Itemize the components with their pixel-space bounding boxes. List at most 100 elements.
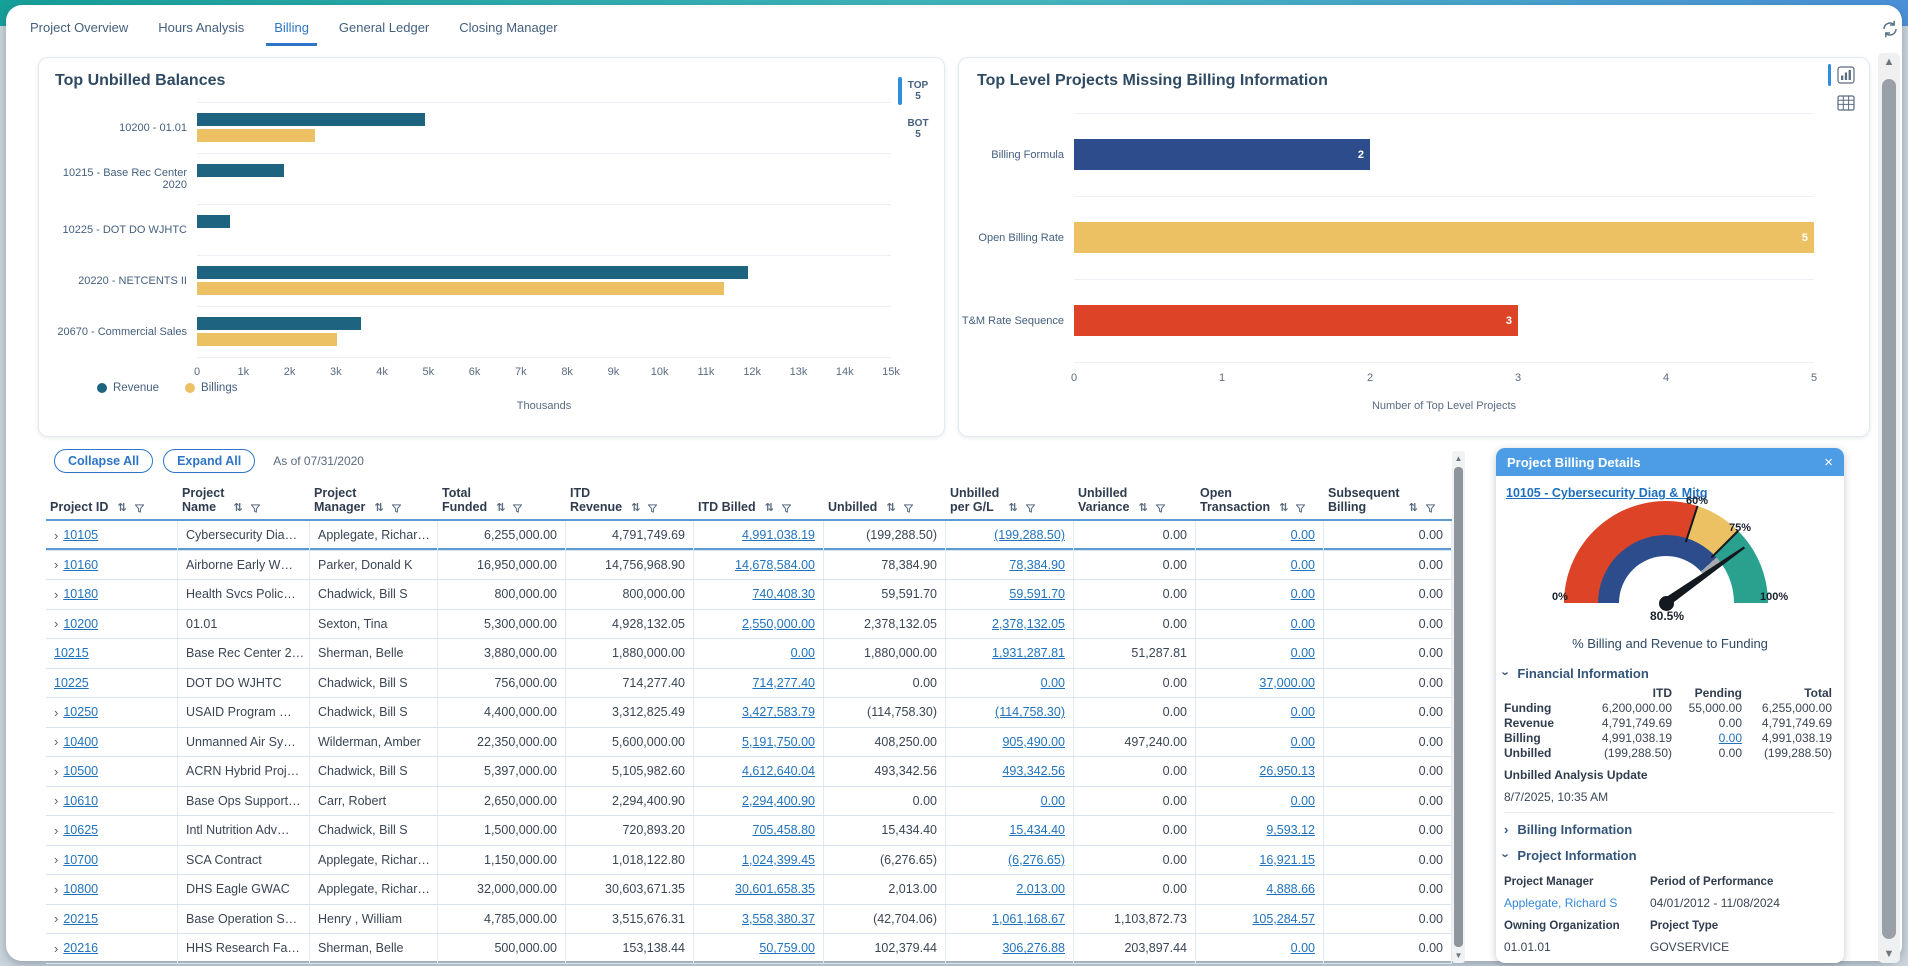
expand-chevron-icon[interactable]: › (54, 823, 58, 838)
table-row[interactable]: ›1020001.01Sexton, Tina5,300,000.004,928… (46, 610, 1452, 640)
bar-open-billing-rate[interactable]: 5 (1074, 222, 1814, 253)
legend-item-billings[interactable]: Billings (185, 382, 237, 394)
project-id-link[interactable]: 10200 (63, 617, 98, 631)
billed-link[interactable]: 0.00 (791, 646, 815, 660)
scroll-up-icon[interactable]: ▲ (1878, 56, 1900, 68)
unbilled_gl-link[interactable]: 15,434.40 (1009, 823, 1065, 837)
sort-icon[interactable]: ⇅ (886, 502, 895, 514)
sort-icon[interactable]: ⇅ (233, 502, 242, 514)
project-id-link[interactable]: 10180 (63, 587, 98, 601)
sort-icon[interactable]: ⇅ (1409, 502, 1418, 514)
table-row[interactable]: ›10400Unmanned Air Sy…Wilderman, Amber22… (46, 728, 1452, 758)
expand-chevron-icon[interactable]: › (54, 705, 58, 720)
close-icon[interactable]: × (1824, 454, 1833, 471)
bar-revenue[interactable] (197, 317, 361, 330)
unbilled_gl-link[interactable]: 78,384.90 (1009, 558, 1065, 572)
unbilled_gl-link[interactable]: 1,931,287.81 (992, 646, 1065, 660)
open_txn-link[interactable]: 37,000.00 (1259, 676, 1315, 690)
bar-t-m-rate-sequence[interactable]: 3 (1074, 305, 1518, 336)
bar-billings[interactable] (197, 333, 337, 346)
table-row[interactable]: ›10180Health Svcs Polic…Chadwick, Bill S… (46, 580, 1452, 610)
unbilled_gl-link[interactable]: 905,490.00 (1002, 735, 1065, 749)
filter-icon[interactable] (1025, 503, 1036, 514)
legend-item-revenue[interactable]: Revenue (97, 382, 159, 394)
billed-link[interactable]: 1,024,399.45 (742, 853, 815, 867)
section-billing-information[interactable]: › Billing Information (1504, 822, 1632, 837)
project-id-link[interactable]: 10105 (63, 528, 98, 542)
unbilled_gl-link[interactable]: 2,013.00 (1016, 882, 1065, 896)
bar-revenue[interactable] (197, 113, 425, 126)
expand-chevron-icon[interactable]: › (54, 911, 58, 926)
sort-icon[interactable]: ⇅ (1138, 502, 1147, 514)
open_txn-link[interactable]: 105,284.57 (1252, 912, 1315, 926)
project-id-link[interactable]: 10215 (54, 646, 89, 660)
billed-link[interactable]: 50,759.00 (759, 941, 815, 955)
billed-link[interactable]: 30,601,658.35 (735, 882, 815, 896)
open_txn-link[interactable]: 26,950.13 (1259, 764, 1315, 778)
unbilled_gl-link[interactable]: 0.00 (1041, 676, 1065, 690)
expand-chevron-icon[interactable]: › (54, 793, 58, 808)
bar-chart-icon[interactable] (1837, 66, 1855, 84)
refresh-icon[interactable] (1880, 19, 1902, 41)
bar-revenue[interactable] (197, 164, 284, 177)
toggle-top-5[interactable]: TOP5 (896, 76, 940, 106)
project-id-link[interactable]: 10800 (63, 882, 98, 896)
scrollbar-thumb[interactable] (1454, 467, 1463, 947)
sort-icon[interactable]: ⇅ (374, 502, 383, 514)
column-header-itd-revenue[interactable]: ITD Revenue⇅ (566, 477, 694, 519)
table-row[interactable]: ›20216HHS Research Fa…Sherman, Belle500,… (46, 934, 1452, 964)
unbilled_gl-link[interactable]: 306,276.88 (1002, 941, 1065, 955)
expand-chevron-icon[interactable]: › (54, 528, 58, 543)
sort-icon[interactable]: ⇅ (496, 502, 505, 514)
project-detail-link[interactable]: 10105 - Cybersecurity Diag & Mitg (1506, 486, 1707, 500)
unbilled_gl-link[interactable]: 2,378,132.05 (992, 617, 1065, 631)
billed-link[interactable]: 2,294,400.90 (742, 794, 815, 808)
billed-link[interactable]: 3,558,380.37 (742, 912, 815, 926)
billed-link[interactable]: 14,678,584.00 (735, 558, 815, 572)
column-header-unbilled[interactable]: Unbilled⇅ (824, 477, 946, 519)
billed-link[interactable]: 4,612,640.04 (742, 764, 815, 778)
project-id-link[interactable]: 10625 (63, 823, 98, 837)
column-header-project-id[interactable]: Project ID⇅ (46, 477, 178, 519)
table-row[interactable]: ›10250USAID Program …Chadwick, Bill S4,4… (46, 698, 1452, 728)
column-header-project-name[interactable]: Project Name⇅ (178, 477, 310, 519)
unbilled_gl-link[interactable]: (114,758.30) (995, 705, 1065, 719)
filter-icon[interactable] (1425, 503, 1436, 514)
table-row[interactable]: ›10500ACRN Hybrid Proj…Chadwick, Bill S5… (46, 757, 1452, 787)
open_txn-link[interactable]: 0.00 (1291, 617, 1315, 631)
scrollbar-thumb[interactable] (1882, 79, 1896, 939)
unbilled_gl-link[interactable]: (199,288.50) (994, 528, 1065, 542)
bar-billings[interactable] (197, 282, 724, 295)
billed-link[interactable]: 3,427,583.79 (742, 705, 815, 719)
expand-chevron-icon[interactable]: › (54, 616, 58, 631)
expand-all-button[interactable]: Expand All (163, 449, 255, 473)
table-row[interactable]: ›10160Airborne Early W…Parker, Donald K1… (46, 551, 1452, 581)
project-id-link[interactable]: 10700 (63, 853, 98, 867)
filter-icon[interactable] (1155, 503, 1166, 514)
open_txn-link[interactable]: 4,888.66 (1266, 882, 1315, 896)
expand-chevron-icon[interactable]: › (54, 764, 58, 779)
sort-icon[interactable]: ⇅ (631, 502, 640, 514)
project-id-link[interactable]: 10225 (54, 676, 89, 690)
tab-hours-analysis[interactable]: Hours Analysis (150, 14, 252, 46)
bar-billing-formula[interactable]: 2 (1074, 139, 1370, 170)
open_txn-link[interactable]: 0.00 (1291, 528, 1315, 542)
project-id-link[interactable]: 10160 (63, 558, 98, 572)
billed-link[interactable]: 2,550,000.00 (742, 617, 815, 631)
project-id-link[interactable]: 10250 (63, 705, 98, 719)
table-row[interactable]: 10225DOT DO WJHTCChadwick, Bill S756,000… (46, 669, 1452, 699)
open_txn-link[interactable]: 9,593.12 (1266, 823, 1315, 837)
expand-chevron-icon[interactable]: › (54, 941, 58, 956)
expand-chevron-icon[interactable]: › (54, 587, 58, 602)
billed-link[interactable]: 740,408.30 (752, 587, 815, 601)
expand-chevron-icon[interactable]: › (54, 557, 58, 572)
table-row[interactable]: ›10700SCA ContractApplegate, Richar…1,15… (46, 846, 1452, 876)
open_txn-link[interactable]: 0.00 (1291, 587, 1315, 601)
filter-icon[interactable] (250, 503, 261, 514)
table-row[interactable]: ›10105Cybersecurity Dia…Applegate, Richa… (46, 521, 1452, 551)
filter-icon[interactable] (134, 503, 145, 514)
page-scrollbar[interactable]: ▲ ▼ (1878, 53, 1900, 963)
billed-link[interactable]: 714,277.40 (752, 676, 815, 690)
table-row[interactable]: ›10610Base Ops Support…Carr, Robert2,650… (46, 787, 1452, 817)
table-row[interactable]: ›20215Base Operation S…Henry , William4,… (46, 905, 1452, 935)
